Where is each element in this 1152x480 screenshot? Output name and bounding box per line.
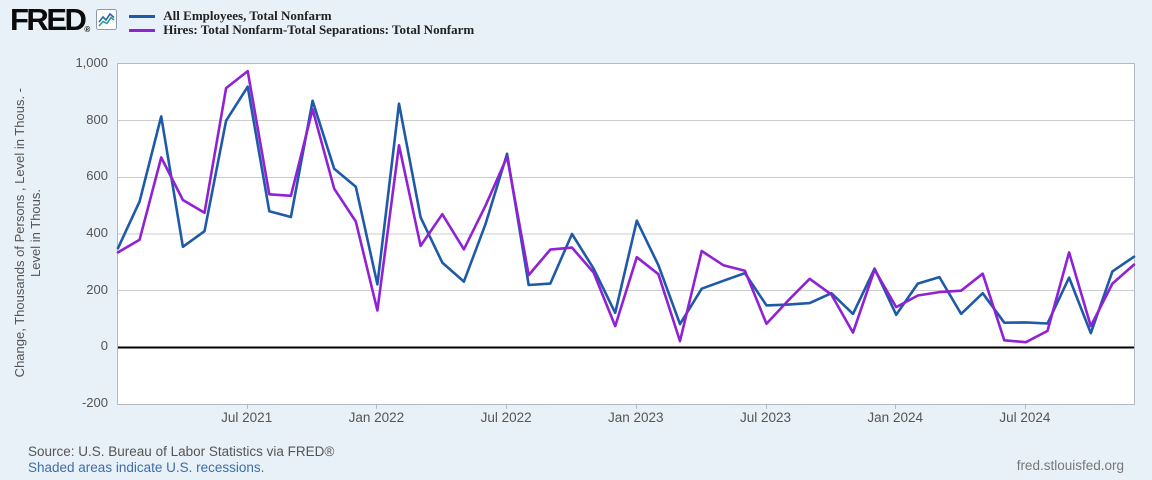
- legend-swatch-employees: [129, 14, 156, 18]
- y-tick-label-600: 600: [86, 168, 108, 184]
- legend-label-employees: All Employees, Total Nonfarm: [163, 8, 332, 23]
- series-line-1: [116, 69, 1136, 344]
- x-tick-label-Jul-2022: Jul 2022: [480, 410, 532, 425]
- x-tick-Jan-2023: [635, 404, 637, 409]
- legend-item-employees: All Employees, Total Nonfarm: [129, 8, 474, 23]
- recession-note-link[interactable]: Shaded areas indicate U.S. recessions.: [28, 460, 265, 475]
- legend-swatch-hires-separations: [129, 28, 156, 32]
- x-tick-label-Jul-2021: Jul 2021: [221, 410, 273, 425]
- y-tick-label-400: 400: [86, 225, 108, 240]
- y-tick-label-800: 800: [86, 111, 108, 127]
- line-chart-icon: [96, 9, 118, 35]
- source-text: Source: U.S. Bureau of Labor Statistics …: [28, 444, 335, 459]
- x-tick-label-Jan-2022: Jan 2022: [348, 410, 405, 425]
- legend: All Employees, Total Nonfarm Hires: Tota…: [129, 8, 475, 37]
- legend-label-hires-separations: Hires: Total Nonfarm-Total Separations: …: [163, 22, 475, 37]
- x-tick-Jul-2022: [506, 404, 508, 409]
- fred-logo: FRED®: [10, 2, 91, 45]
- x-tick-label-Jan-2023: Jan 2023: [608, 410, 664, 425]
- y-tick-label-1000: 1,000: [75, 55, 108, 70]
- series-line-0: [116, 85, 1136, 335]
- fred-logo-text: FRED: [10, 2, 87, 37]
- fred-logo-registered-mark: ®: [84, 25, 91, 34]
- plot-area[interactable]: [116, 63, 1136, 405]
- x-tick-label-Jan-2024: Jan 2024: [867, 410, 923, 425]
- x-tick-Jul-2023: [765, 404, 767, 409]
- x-tick-label-Jul-2024: Jul 2024: [999, 410, 1051, 425]
- x-tick-Jan-2022: [376, 404, 378, 409]
- header: FRED® All Employees, Total Nonfarm Hires…: [10, 2, 475, 45]
- x-tick-Jul-2024: [1024, 404, 1026, 409]
- fred-site-link[interactable]: fred.stlouisfed.org: [1016, 458, 1124, 473]
- y-tick-label--200: -200: [81, 395, 108, 410]
- plot-svg: [116, 69, 1136, 349]
- y-tick-label-0: 0: [100, 338, 108, 354]
- y-tick-label-200: 200: [86, 281, 108, 297]
- x-tick-Jul-2021: [246, 404, 248, 409]
- x-tick-label-Jul-2023: Jul 2023: [739, 410, 792, 425]
- x-tick-Jan-2024: [895, 404, 897, 409]
- legend-item-hires-separations: Hires: Total Nonfarm-Total Separations: …: [129, 22, 475, 37]
- y-axis-title-line-1: Change, Thousands of Persons , Level in …: [12, 88, 27, 378]
